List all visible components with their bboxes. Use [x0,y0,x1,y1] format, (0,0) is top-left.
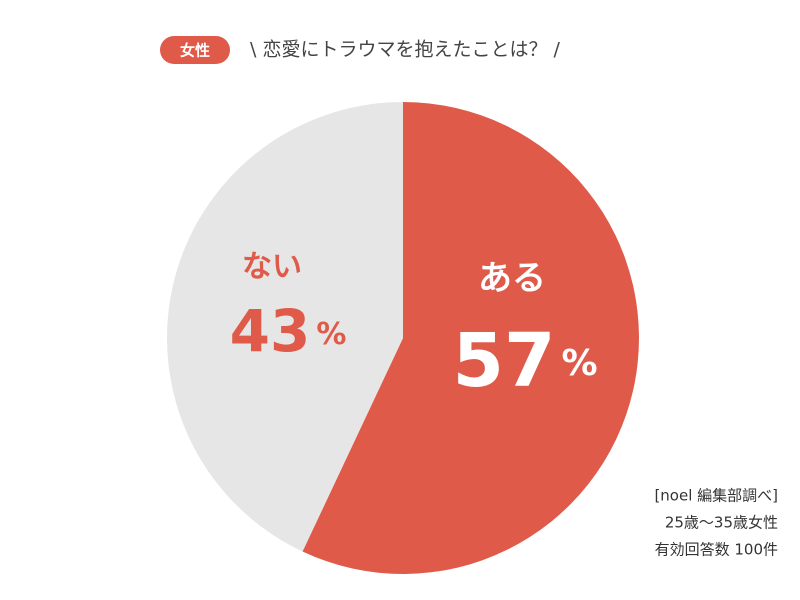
pie [167,101,639,574]
value-label: 43% [230,297,347,365]
slice-label: ない [242,250,302,285]
pie-slice [167,101,403,552]
note: 有効回答数 100件 [655,541,778,559]
badge: 女性 [180,42,210,60]
note: [noel 編集部調べ] [654,487,778,505]
chart-title: \ 恋愛にトラウマを抱えたことは？ / [250,39,560,61]
note: 25歳〜35歳女性 [665,514,778,532]
pie-slice [302,102,639,574]
value-label: 57% [452,318,597,404]
badge-background [160,36,230,64]
slice-label: ある [478,259,546,299]
